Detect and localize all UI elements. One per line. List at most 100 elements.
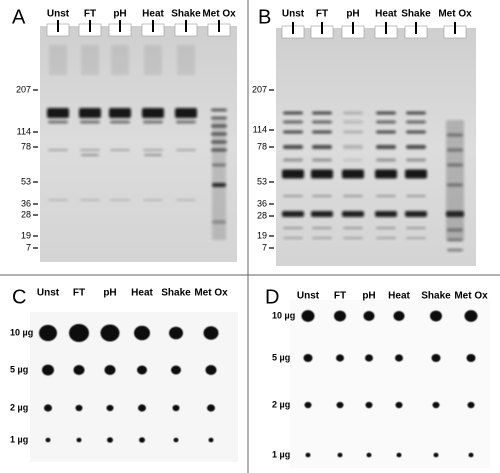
dot bbox=[468, 452, 474, 458]
band bbox=[342, 211, 364, 217]
band bbox=[343, 158, 363, 162]
lane-label: Met Ox bbox=[454, 291, 488, 302]
band bbox=[282, 169, 304, 179]
marks bbox=[33, 20, 478, 458]
panel-label: C bbox=[12, 286, 26, 308]
panel-label: D bbox=[265, 286, 279, 308]
band bbox=[406, 120, 426, 124]
dot bbox=[205, 365, 217, 375]
dot bbox=[42, 364, 54, 376]
band bbox=[283, 237, 303, 239]
band bbox=[447, 238, 463, 242]
dot bbox=[69, 324, 89, 342]
dot bbox=[363, 311, 375, 321]
lane-label: Unst bbox=[297, 291, 320, 302]
lane-label: Unst bbox=[37, 288, 60, 299]
band bbox=[406, 111, 426, 115]
band bbox=[283, 130, 303, 134]
band bbox=[312, 111, 332, 115]
band bbox=[343, 130, 363, 134]
band bbox=[143, 149, 163, 151]
band bbox=[376, 195, 396, 197]
band bbox=[343, 195, 363, 197]
band bbox=[109, 108, 131, 118]
dot bbox=[464, 310, 478, 322]
dot bbox=[303, 353, 313, 363]
dot bbox=[301, 310, 315, 322]
band bbox=[343, 120, 363, 124]
band bbox=[446, 120, 464, 240]
band bbox=[48, 120, 68, 124]
band bbox=[447, 248, 463, 252]
dot bbox=[138, 404, 146, 412]
band bbox=[81, 45, 99, 75]
dot bbox=[365, 354, 373, 362]
marker-label: 36 bbox=[257, 198, 267, 208]
marker-label: 28 bbox=[21, 209, 31, 219]
band bbox=[406, 227, 426, 229]
band bbox=[283, 158, 303, 162]
band bbox=[143, 199, 163, 201]
band bbox=[177, 45, 195, 75]
band bbox=[343, 145, 363, 149]
lane-label: Unst bbox=[47, 9, 70, 20]
dot bbox=[305, 452, 311, 458]
band bbox=[447, 148, 463, 152]
band bbox=[406, 158, 426, 162]
marker-label: 19 bbox=[257, 230, 267, 240]
band bbox=[376, 111, 396, 115]
dot bbox=[334, 310, 346, 322]
dot bbox=[173, 437, 179, 443]
marker-label: 207 bbox=[252, 84, 267, 94]
marker-label: 7 bbox=[262, 242, 267, 252]
lane-label: Met Ox bbox=[194, 288, 228, 299]
band bbox=[144, 154, 162, 156]
dot bbox=[137, 365, 147, 375]
band bbox=[176, 199, 196, 201]
band bbox=[447, 163, 463, 167]
dot bbox=[467, 401, 475, 409]
dot bbox=[134, 325, 150, 341]
dot bbox=[73, 365, 85, 375]
panel-label: A bbox=[12, 6, 26, 28]
dot bbox=[395, 401, 403, 409]
dot bbox=[336, 401, 344, 409]
band bbox=[283, 120, 303, 124]
band bbox=[176, 120, 196, 124]
band bbox=[376, 158, 396, 162]
dot bbox=[104, 365, 116, 375]
band bbox=[211, 108, 227, 112]
dot bbox=[365, 401, 373, 409]
dot bbox=[336, 354, 344, 362]
dot bbox=[203, 326, 219, 340]
lane-label: pH bbox=[103, 288, 116, 299]
band bbox=[406, 130, 426, 134]
marker-label: 53 bbox=[257, 176, 267, 186]
lane-label: Heat bbox=[388, 291, 410, 302]
dot bbox=[432, 401, 440, 409]
dot bbox=[433, 452, 439, 458]
marker-label: 28 bbox=[257, 210, 267, 220]
band bbox=[447, 183, 463, 187]
band bbox=[311, 169, 333, 179]
dot bbox=[393, 311, 405, 321]
band bbox=[283, 145, 303, 149]
dot bbox=[395, 354, 403, 362]
labels: A Unst FT pH Heat Shake Met Ox2071147853362819… bbox=[10, 6, 488, 459]
dot bbox=[304, 401, 312, 409]
band bbox=[447, 133, 463, 137]
band bbox=[447, 228, 463, 232]
dot bbox=[139, 437, 145, 443]
dot bbox=[430, 310, 442, 322]
band bbox=[312, 145, 332, 149]
lane-label: Heat bbox=[131, 288, 153, 299]
dot bbox=[171, 365, 181, 375]
band bbox=[143, 120, 163, 124]
band bbox=[405, 169, 427, 179]
marker-label: 207 bbox=[16, 84, 31, 94]
band bbox=[376, 227, 396, 229]
band bbox=[212, 120, 226, 240]
marker-label: 19 bbox=[21, 230, 31, 240]
row-label: 2 µg bbox=[10, 402, 28, 412]
band bbox=[283, 227, 303, 229]
